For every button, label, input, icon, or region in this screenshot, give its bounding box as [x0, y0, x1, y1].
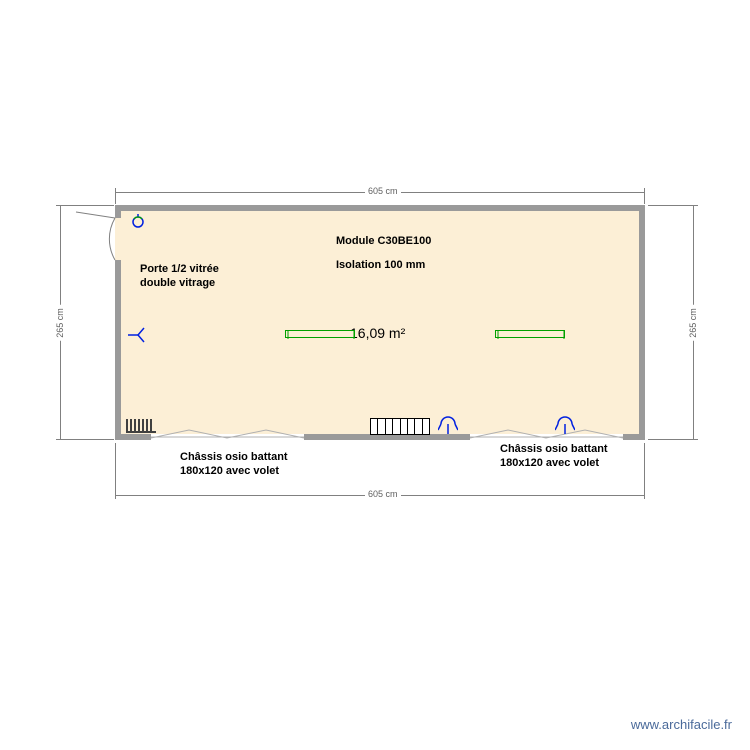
dim-left-label: 265 cm: [55, 305, 65, 341]
label-isolation: Isolation 100 mm: [336, 258, 425, 272]
stairs: [370, 418, 430, 435]
label-porte-l2: double vitrage: [140, 277, 215, 289]
dim-bottom-tick-l: [115, 443, 116, 499]
fixture-1: [285, 330, 355, 338]
label-area: 16,09 m²: [350, 325, 405, 341]
label-porte-l1: Porte 1/2 vitrée: [140, 263, 219, 275]
dim-left-tick-b: [56, 439, 114, 440]
dim-right-tick-t: [648, 205, 698, 206]
watermark: www.archifacile.fr: [631, 717, 732, 732]
label-porte: Porte 1/2 vitrée double vitrage: [140, 262, 219, 291]
switch-left-icon: [128, 326, 146, 344]
label-chassis1: Châssis osio battant 180x120 avec volet: [180, 450, 288, 479]
dim-top-label: 605 cm: [365, 186, 401, 196]
outlet-bottom-2-icon: [555, 416, 575, 434]
label-chassis2-l1: Châssis osio battant: [500, 443, 608, 455]
dim-right-tick-b: [648, 439, 698, 440]
label-chassis2: Châssis osio battant 180x120 avec volet: [500, 442, 608, 471]
label-chassis1-l1: Châssis osio battant: [180, 451, 288, 463]
dim-bottom-label: 605 cm: [365, 489, 401, 499]
dim-right-label: 265 cm: [688, 305, 698, 341]
fixture-2: [495, 330, 565, 338]
dim-bottom-tick-r: [644, 443, 645, 499]
outlet-bottom-1-icon: [438, 416, 458, 434]
dim-top-tick-r: [644, 188, 645, 204]
window-2: [470, 434, 623, 440]
outlet-top-left-icon: [130, 214, 146, 230]
window-1: [151, 434, 304, 440]
label-chassis2-l2: 180x120 avec volet: [500, 457, 599, 469]
label-chassis1-l2: 180x120 avec volet: [180, 465, 279, 477]
radiator: [126, 415, 156, 433]
label-module: Module C30BE100: [336, 234, 431, 248]
floor-plan-canvas: 605 cm 605 cm 265 cm 265 cm Modul: [0, 0, 750, 750]
